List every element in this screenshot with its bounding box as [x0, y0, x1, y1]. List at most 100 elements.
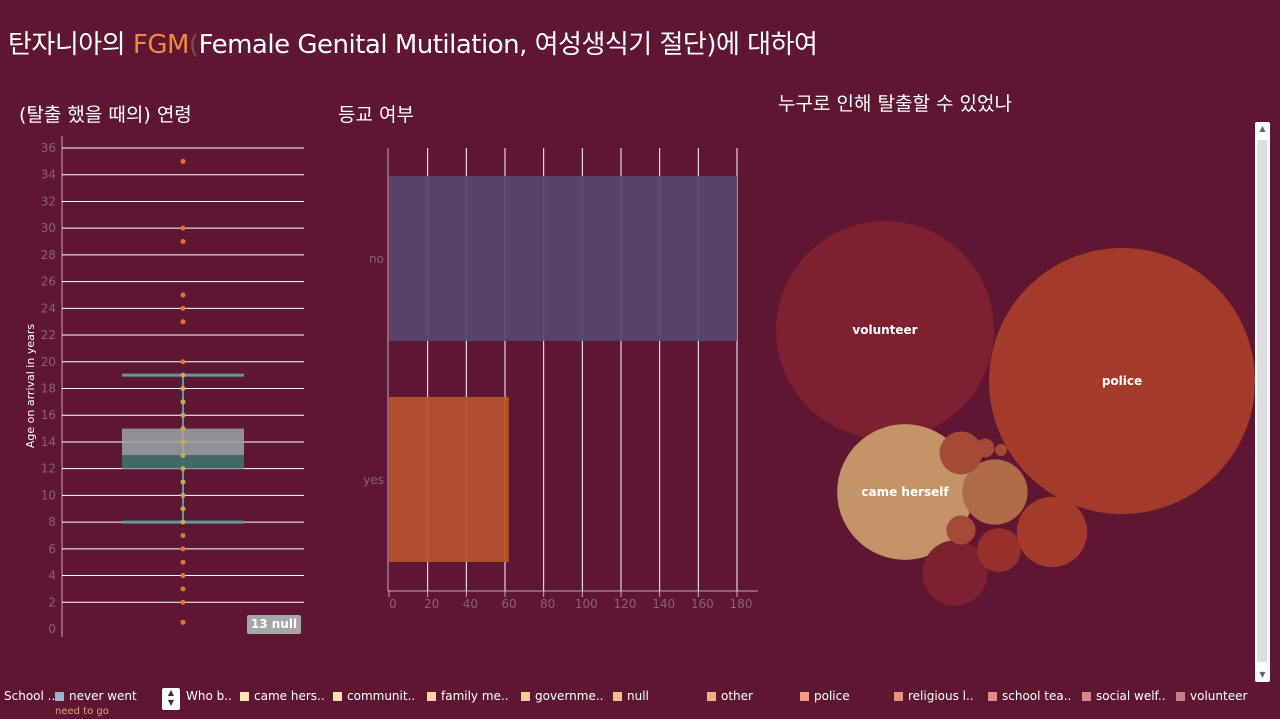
age-y-tick-label: 20 [41, 355, 56, 369]
title-accent: FGM [132, 30, 190, 60]
age-section-title: (탈출 했을 때의) 연령 [19, 104, 192, 126]
legend-item-came-hers[interactable]: came hers.. [240, 689, 325, 703]
bubble-unlabeled [939, 431, 983, 475]
age-point [180, 586, 186, 592]
bubble-unlabeled [995, 444, 1007, 456]
bubble-unlabeled [962, 459, 1028, 525]
school-x-tick-label: 120 [614, 597, 637, 611]
legend-swatch [894, 692, 903, 701]
legend-swatch [240, 692, 249, 701]
school-legend-title: School .. [4, 689, 56, 703]
who-legend-title: Who b.. [186, 689, 232, 703]
age-y-tick-label: 10 [41, 488, 56, 502]
bubble-scrollbar[interactable]: ▲ ▼ [1255, 122, 1270, 682]
age-point [180, 546, 186, 552]
scroll-down-icon[interactable]: ▼ [1259, 670, 1266, 679]
school-bar-no [389, 176, 737, 341]
legend-swatch [55, 692, 64, 701]
legend-label: religious l.. [908, 689, 974, 703]
age-point [180, 452, 186, 458]
legend-item-police[interactable]: police [800, 689, 850, 703]
legend-swatch [1082, 692, 1091, 701]
legend-item-communit[interactable]: communit.. [333, 689, 415, 703]
age-point [180, 426, 186, 432]
legend-label: came hers.. [254, 689, 325, 703]
legend-bar: School .. never went need to go Who b.. … [0, 684, 1280, 719]
legend-swatch [521, 692, 530, 701]
legend-swatch [427, 692, 436, 701]
legend-label: school tea.. [1002, 689, 1072, 703]
who-section-title: 누구로 인해 탈출할 수 있었나 [778, 93, 1012, 115]
age-point [180, 479, 186, 485]
legend-item-religious-l[interactable]: religious l.. [894, 689, 974, 703]
legend-label: governme.. [535, 689, 604, 703]
age-y-tick-label: 12 [41, 462, 56, 476]
legend-label: family me.. [441, 689, 509, 703]
age-point [180, 292, 186, 298]
age-point [180, 225, 186, 231]
legend-swatch [613, 692, 622, 701]
age-point [180, 599, 186, 605]
legend-label: null [627, 689, 649, 703]
school-x-tick-label: 100 [575, 597, 598, 611]
legend-label: police [814, 689, 850, 703]
school-x-tick-label: 60 [501, 597, 516, 611]
bubble-unlabeled [977, 528, 1021, 572]
school-x-tick-label: 160 [691, 597, 714, 611]
bubble-label: volunteer [852, 323, 917, 337]
page-title: 탄자니아의 FGM(Female Genital Mutilation, 여성생… [8, 30, 818, 60]
legend-item-school-tea[interactable]: school tea.. [988, 689, 1071, 703]
legend-label: volunteer [1190, 689, 1248, 703]
school-category-label: yes [363, 473, 384, 487]
age-y-tick-label: 36 [41, 141, 56, 155]
age-y-tick-label: 22 [41, 328, 56, 342]
age-point [180, 359, 186, 365]
bubble-label: police [1102, 374, 1142, 388]
legend-swatch [707, 692, 716, 701]
legend-swatch [333, 692, 342, 701]
age-y-tick-label: 16 [41, 408, 56, 422]
legend-item-family-me[interactable]: family me.. [427, 689, 509, 703]
scroll-thumb[interactable] [1257, 140, 1267, 662]
age-point [180, 319, 186, 325]
age-y-tick-label: 14 [41, 435, 56, 449]
stepper-up-icon[interactable]: ▲ [167, 688, 175, 697]
legend-item-other[interactable]: other [707, 689, 753, 703]
legend-stepper[interactable]: ▲ ▼ [162, 688, 180, 710]
bubble-label: came herself [861, 485, 949, 499]
bubble-came-herself [837, 424, 973, 560]
age-point [180, 532, 186, 538]
age-y-tick-label: 32 [41, 194, 56, 208]
age-y-tick-label: 28 [41, 248, 56, 262]
bubble-police [989, 248, 1255, 514]
age-y-axis-label: Age on arrival in years [24, 324, 37, 448]
age-y-tick-label: 26 [41, 275, 56, 289]
legend-item-governme[interactable]: governme.. [521, 689, 603, 703]
age-y-tick-label: 30 [41, 221, 56, 235]
legend-item-null[interactable]: null [613, 689, 649, 703]
age-point [180, 519, 186, 525]
age-y-tick-label: 24 [41, 301, 56, 315]
bubble-unlabeled [946, 515, 976, 545]
school-x-tick-label: 0 [389, 597, 397, 611]
legend-label: other [721, 689, 753, 703]
bubble-unlabeled [975, 438, 995, 458]
box-lower [122, 455, 244, 469]
age-y-tick-label: 0 [48, 622, 56, 636]
age-y-tick-label: 18 [41, 382, 56, 396]
age-point [180, 492, 186, 498]
legend-item-volunteer[interactable]: volunteer [1176, 689, 1247, 703]
age-point [180, 399, 186, 405]
school-section-title: 등교 여부 [338, 104, 414, 126]
legend-swatch [988, 692, 997, 701]
school-bar-yes [389, 397, 509, 562]
legend-item-social-welf[interactable]: social welf.. [1082, 689, 1166, 703]
null-count-badge[interactable]: 13 null [247, 615, 301, 634]
school-x-tick-label: 20 [424, 597, 439, 611]
legend-item-never-went[interactable]: never went [55, 689, 137, 703]
stepper-down-icon[interactable]: ▼ [167, 698, 175, 707]
scroll-up-icon[interactable]: ▲ [1259, 124, 1266, 133]
age-point [180, 506, 186, 512]
age-y-tick-label: 6 [48, 542, 56, 556]
legend-label: communit.. [347, 689, 416, 703]
